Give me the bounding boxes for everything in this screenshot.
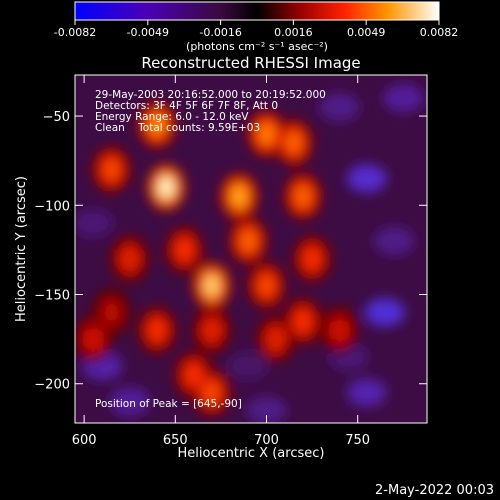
dark-region (365, 298, 406, 327)
colorbar-tick-label: 0.0049 (347, 26, 386, 39)
dark-region (383, 84, 424, 113)
source-core (150, 320, 165, 341)
colorbar-ticks: -0.0082 -0.0049 -0.0016 0.0016 0.0049 0.0082 (54, 20, 458, 39)
y-tick-label: −200 (34, 378, 70, 393)
annotation-method-counts: Clean Total counts: 9.59E+03 (95, 122, 260, 134)
x-tick-label: 700 (254, 433, 279, 448)
x-tick-label: 600 (72, 433, 97, 448)
source-core (104, 302, 119, 323)
y-axis-label: Heliocentric Y (arcsec) (14, 176, 29, 322)
colorbar-tick-label: -0.0082 (54, 26, 96, 39)
dark-region (374, 226, 415, 255)
annotation-energy-range: Energy Range: 6.0 - 12.0 keV (95, 111, 249, 123)
source-core (232, 186, 247, 207)
source-core (204, 320, 219, 341)
annotation-peak-position: Position of Peak = [645,-90] (95, 398, 242, 410)
source-core (268, 329, 283, 350)
source-core (286, 132, 301, 153)
date-stamp: 2-May-2022 00:03 (375, 483, 494, 498)
colorbar-units: (photons cm⁻² s⁻¹ asec⁻²) (186, 40, 328, 53)
x-axis-label: Heliocentric X (arcsec) (178, 446, 325, 461)
y-tick-label: −150 (34, 289, 70, 304)
source-core (159, 177, 174, 198)
heatmap-sources (75, 84, 424, 423)
annotation-time-range: 29-May-2003 20:16:52.000 to 20:19:52.000 (95, 89, 326, 101)
source-core (150, 114, 165, 135)
source-core (241, 230, 256, 251)
y-tick-label: −100 (34, 199, 70, 214)
dark-region (246, 396, 287, 423)
source-core (259, 275, 274, 296)
source-core (122, 248, 137, 269)
source-core (177, 239, 192, 260)
dark-region (109, 387, 150, 416)
source-core (204, 275, 219, 296)
colorbar-tick-label: 0.0016 (274, 26, 313, 39)
source-core (305, 248, 320, 269)
y-tick-label: −50 (43, 110, 70, 125)
colorbar-tick-label: -0.0049 (127, 26, 169, 39)
dark-region (319, 93, 360, 122)
source-core (332, 320, 347, 341)
annotation-detectors: Detectors: 3F 4F 5F 6F 7F 8F, Att 0 (95, 100, 278, 112)
source-core (295, 311, 310, 332)
dark-region (346, 164, 387, 193)
colorbar-tick-label: -0.0016 (199, 26, 241, 39)
dark-region (75, 209, 114, 238)
source-core (104, 159, 119, 180)
x-tick-label: 750 (345, 433, 370, 448)
colorbar-gradient (74, 1, 440, 21)
plot-area: 600 650 700 750 −50 −100 −150 −200 (34, 74, 428, 448)
source-core (259, 123, 274, 144)
source-core (86, 329, 101, 350)
source-core (295, 186, 310, 207)
colorbar-tick-label: 0.0082 (420, 26, 459, 39)
colorbar: -0.0082 -0.0049 -0.0016 0.0016 0.0049 0.0082 … (54, 1, 458, 53)
source-core (186, 364, 201, 385)
x-tick-label: 650 (163, 433, 188, 448)
chart-title: Reconstructed RHESSI Image (141, 54, 360, 72)
axis-ticks: 600 650 700 750 −50 −100 −150 −200 (34, 75, 427, 448)
annotations: 29-May-2003 20:16:52.000 to 20:19:52.000… (95, 89, 326, 410)
dark-region (228, 351, 269, 380)
source-core (204, 382, 219, 403)
dark-region (346, 378, 387, 407)
plot-frame (74, 74, 428, 424)
